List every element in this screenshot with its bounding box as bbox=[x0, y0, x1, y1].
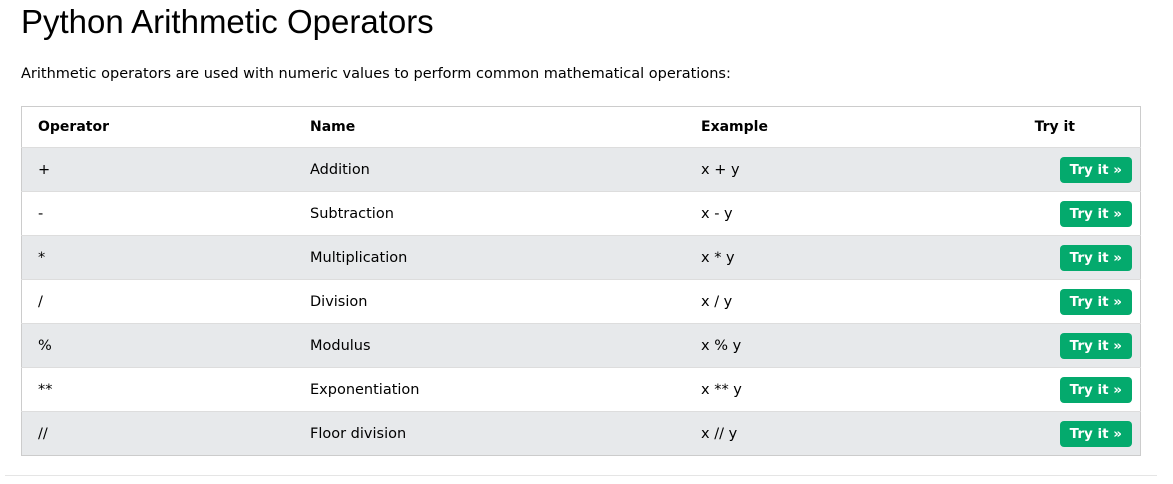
example-cell: x + y bbox=[685, 147, 1001, 192]
try-it-button[interactable]: Try it » bbox=[1059, 156, 1132, 183]
operator-cell: + bbox=[21, 147, 294, 192]
table-row: / Division x / y Try it » bbox=[21, 279, 1141, 324]
name-cell: Addition bbox=[294, 147, 685, 192]
intro-text: Arithmetic operators are used with numer… bbox=[21, 66, 731, 82]
table-row: % Modulus x % y Try it » bbox=[21, 323, 1141, 368]
try-it-button[interactable]: Try it » bbox=[1059, 420, 1132, 447]
operator-cell: ** bbox=[21, 367, 294, 412]
operator-cell: // bbox=[21, 411, 294, 456]
table-row: // Floor division x // y Try it » bbox=[21, 411, 1141, 456]
example-cell: x // y bbox=[685, 411, 1001, 456]
name-cell: Multiplication bbox=[294, 235, 685, 280]
name-cell: Floor division bbox=[294, 411, 685, 456]
try-it-cell: Try it » bbox=[1001, 147, 1141, 192]
table-row: * Multiplication x * y Try it » bbox=[21, 235, 1141, 280]
try-it-button[interactable]: Try it » bbox=[1059, 244, 1132, 271]
operator-cell: * bbox=[21, 235, 294, 280]
divider bbox=[5, 475, 1157, 476]
example-cell: x ** y bbox=[685, 367, 1001, 412]
table-row: + Addition x + y Try it » bbox=[21, 147, 1141, 192]
operator-cell: % bbox=[21, 323, 294, 368]
operators-table: Operator Name Example Try it + Addition … bbox=[21, 106, 1141, 456]
example-cell: x * y bbox=[685, 235, 1001, 280]
try-it-cell: Try it » bbox=[1001, 279, 1141, 324]
operator-cell: - bbox=[21, 191, 294, 236]
example-cell: x % y bbox=[685, 323, 1001, 368]
try-it-cell: Try it » bbox=[1001, 323, 1141, 368]
try-it-cell: Try it » bbox=[1001, 411, 1141, 456]
table-row: - Subtraction x - y Try it » bbox=[21, 191, 1141, 236]
header-operator: Operator bbox=[38, 119, 109, 135]
try-it-button[interactable]: Try it » bbox=[1059, 288, 1132, 315]
try-it-cell: Try it » bbox=[1001, 367, 1141, 412]
header-example: Example bbox=[701, 119, 768, 135]
example-cell: x / y bbox=[685, 279, 1001, 324]
name-cell: Modulus bbox=[294, 323, 685, 368]
try-it-cell: Try it » bbox=[1001, 235, 1141, 280]
page-title: Python Arithmetic Operators bbox=[21, 3, 434, 40]
name-cell: Division bbox=[294, 279, 685, 324]
try-it-button[interactable]: Try it » bbox=[1059, 200, 1132, 227]
try-it-button[interactable]: Try it » bbox=[1059, 332, 1132, 359]
header-try-it: Try it bbox=[1034, 119, 1075, 135]
try-it-cell: Try it » bbox=[1001, 191, 1141, 236]
example-cell: x - y bbox=[685, 191, 1001, 236]
try-it-button[interactable]: Try it » bbox=[1059, 376, 1132, 403]
name-cell: Exponentiation bbox=[294, 367, 685, 412]
name-cell: Subtraction bbox=[294, 191, 685, 236]
operator-cell: / bbox=[21, 279, 294, 324]
table-header: Operator Name Example Try it bbox=[22, 107, 1141, 148]
header-name: Name bbox=[310, 119, 356, 135]
table-row: ** Exponentiation x ** y Try it » bbox=[21, 367, 1141, 412]
